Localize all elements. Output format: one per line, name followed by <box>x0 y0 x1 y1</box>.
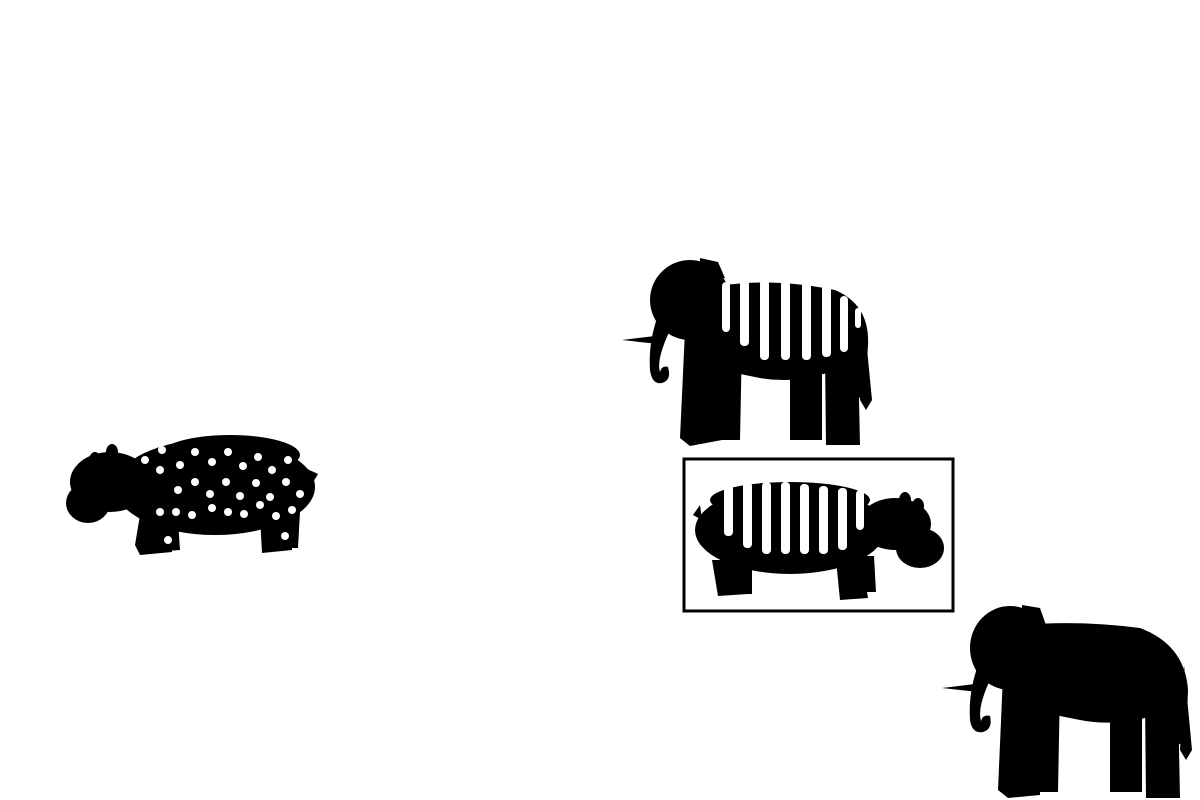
hippo-dots <box>141 446 304 544</box>
elephant-striped-figure[interactable] <box>622 258 872 446</box>
hippo-dotted-figure[interactable] <box>66 435 318 555</box>
hippo-stripes <box>724 482 864 554</box>
elephant-silhouette <box>942 605 1192 798</box>
elephant-stripes <box>722 278 861 360</box>
hippo-silhouette <box>66 435 318 555</box>
hippo-striped-figure[interactable] <box>682 457 955 613</box>
selection-frame <box>682 457 955 613</box>
elephant-plain-figure[interactable] <box>942 605 1192 798</box>
